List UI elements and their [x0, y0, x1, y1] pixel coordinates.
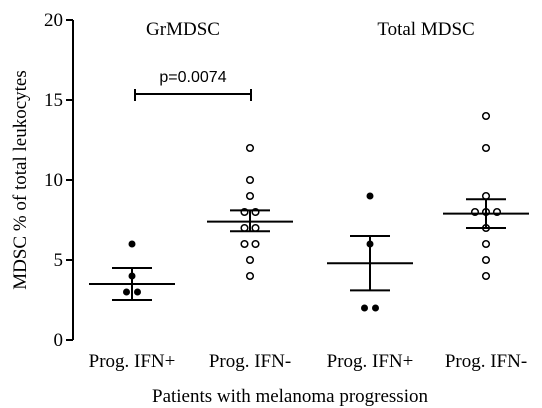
significance-bracket — [134, 89, 252, 101]
data-point — [123, 288, 130, 296]
group-title-total-mdsc: Total MDSC — [377, 19, 474, 40]
x-tick-label-prog-ifn-minus-1: Prog. IFN- — [209, 351, 291, 372]
y-tick-label-15: 15 — [44, 90, 63, 111]
y-tick-label-20: 20 — [44, 10, 63, 31]
data-point — [128, 240, 136, 248]
y-tick-label-0: 0 — [54, 330, 64, 351]
series-4 — [443, 111, 529, 281]
y-axis: 0 5 10 15 20 MDSC % of total leukocytes — [10, 10, 74, 351]
data-point — [245, 191, 255, 201]
significance-annotation: p=0.0074 — [134, 69, 252, 101]
group-title-grmdsc: GrMDSC — [146, 19, 220, 40]
p-value-label: p=0.0074 — [159, 69, 226, 86]
data-point — [481, 143, 491, 153]
x-axis-title: Patients with melanoma progression — [152, 386, 428, 407]
data-point — [361, 304, 368, 312]
data-point — [245, 175, 255, 185]
data-point — [245, 255, 255, 265]
group-titles: GrMDSC Total MDSC — [146, 19, 475, 40]
y-axis-title: MDSC % of total leukocytes — [10, 70, 31, 290]
x-axis: Prog. IFN+ Prog. IFN- Prog. IFN+ Prog. I… — [89, 351, 528, 407]
plot-area — [89, 111, 529, 312]
data-point — [481, 271, 491, 281]
data-point — [481, 255, 491, 265]
data-point — [240, 239, 249, 249]
data-point — [481, 239, 491, 249]
series-3 — [327, 192, 413, 312]
data-point — [134, 288, 141, 296]
data-point — [366, 192, 374, 200]
data-point — [372, 304, 379, 312]
series-2 — [207, 143, 293, 281]
x-tick-label-prog-ifn-minus-2: Prog. IFN- — [445, 351, 527, 372]
series-1 — [89, 240, 175, 301]
data-point — [245, 271, 255, 281]
x-tick-label-prog-ifn-plus-2: Prog. IFN+ — [327, 351, 414, 372]
y-tick-label-5: 5 — [54, 250, 64, 271]
x-tick-label-prog-ifn-plus-1: Prog. IFN+ — [89, 351, 176, 372]
data-point — [481, 111, 491, 121]
y-tick-label-10: 10 — [44, 170, 63, 191]
y-ticks: 0 5 10 15 20 — [44, 10, 73, 351]
data-point — [251, 239, 260, 249]
data-point — [245, 143, 255, 153]
